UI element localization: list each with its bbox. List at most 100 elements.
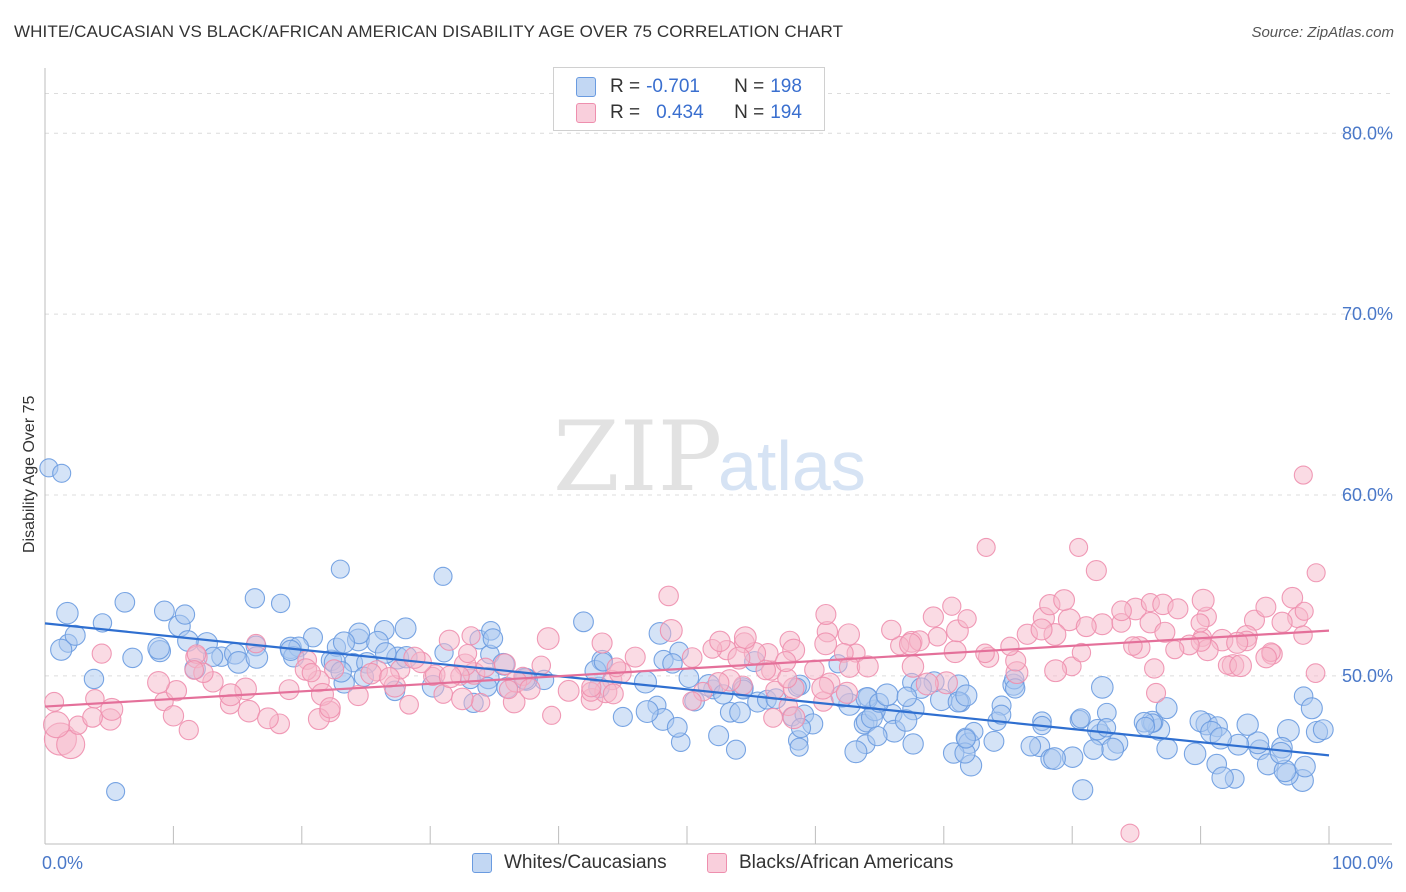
- data-point: [682, 691, 702, 711]
- data-point: [709, 630, 731, 653]
- y-tick-labels: 50.0% 60.0% 70.0% 80.0%: [1342, 123, 1393, 686]
- data-point: [815, 603, 837, 626]
- data-point: [666, 716, 688, 738]
- data-point: [1312, 719, 1334, 741]
- data-point: [1155, 697, 1178, 720]
- data-point: [557, 679, 580, 702]
- data-point: [1255, 646, 1277, 669]
- data-point: [811, 676, 835, 700]
- data-point: [178, 719, 199, 741]
- data-point: [881, 619, 902, 641]
- data-point: [64, 624, 86, 646]
- data-point: [782, 706, 806, 730]
- data-point: [438, 665, 462, 689]
- blacks-n-value: 194: [770, 102, 802, 123]
- data-point: [122, 647, 143, 669]
- data-point: [934, 671, 958, 695]
- chart-source: Source: ZipAtlas.com: [1251, 24, 1394, 41]
- data-point: [323, 659, 345, 680]
- data-point: [451, 687, 474, 711]
- data-point: [56, 601, 79, 625]
- data-point: [50, 638, 73, 661]
- data-point: [301, 662, 321, 683]
- data-point: [1083, 739, 1104, 760]
- data-point: [458, 643, 478, 664]
- data-point: [1255, 596, 1277, 618]
- data-point: [52, 463, 72, 483]
- data-point: [1043, 747, 1066, 770]
- data-point: [633, 670, 658, 694]
- watermark-atlas: atlas: [718, 427, 866, 505]
- data-point: [347, 684, 369, 707]
- data-point: [835, 681, 859, 704]
- y-tick-label: 70.0%: [1342, 304, 1393, 324]
- data-point: [922, 606, 944, 628]
- data-point: [1111, 600, 1132, 622]
- data-point: [1156, 737, 1178, 760]
- data-point: [1236, 713, 1259, 736]
- data-point: [257, 707, 279, 730]
- data-point: [438, 629, 460, 651]
- blacks-n-label: N =: [734, 102, 765, 123]
- data-point: [519, 678, 541, 700]
- legend-blacks-swatch: [707, 853, 727, 873]
- data-point: [708, 725, 730, 747]
- data-point: [542, 705, 562, 725]
- data-point: [1294, 601, 1314, 621]
- data-point: [237, 699, 261, 723]
- y-tick-label: 60.0%: [1342, 485, 1393, 505]
- data-point: [942, 596, 962, 616]
- data-point: [899, 632, 922, 656]
- data-point: [1135, 716, 1156, 737]
- y-tick-label: 50.0%: [1342, 666, 1393, 686]
- data-point: [1075, 616, 1097, 638]
- data-point: [1000, 636, 1020, 656]
- data-point: [1020, 735, 1042, 757]
- data-point: [707, 671, 730, 694]
- data-point: [1191, 588, 1215, 612]
- data-point: [1281, 586, 1304, 609]
- data-point: [44, 691, 65, 712]
- data-point: [147, 637, 170, 660]
- data-point: [678, 667, 700, 689]
- data-point: [91, 643, 112, 664]
- data-point: [147, 671, 170, 694]
- data-point: [1069, 537, 1089, 557]
- data-point: [82, 706, 103, 728]
- data-point: [896, 686, 918, 708]
- data-point: [763, 707, 783, 728]
- whites-r-value: -0.701: [646, 76, 700, 97]
- data-point: [867, 725, 888, 747]
- data-point: [1030, 618, 1053, 641]
- data-point: [92, 613, 113, 633]
- data-point: [1293, 625, 1313, 645]
- whites-n-label: N =: [734, 76, 765, 97]
- data-point: [403, 646, 426, 669]
- data-point: [573, 611, 594, 633]
- data-point: [956, 728, 976, 749]
- data-point: [976, 537, 996, 557]
- data-point: [244, 588, 266, 609]
- legend-item-blacks: Blacks/African Americans: [707, 852, 953, 874]
- data-point: [1269, 741, 1293, 765]
- grid: [45, 93, 1392, 677]
- data-point: [106, 782, 126, 802]
- data-point: [1145, 682, 1167, 704]
- data-point: [1305, 663, 1326, 684]
- data-point: [1183, 742, 1207, 766]
- data-point: [789, 737, 809, 757]
- data-point: [360, 662, 382, 685]
- stats-legend: R = -0.701 N = 198 R = 0.434 N = 194: [553, 67, 825, 131]
- data-point: [733, 626, 757, 649]
- data-point: [433, 566, 453, 586]
- data-point: [581, 677, 602, 698]
- legend-item-whites: Whites/Caucasians: [472, 852, 667, 874]
- data-point: [927, 626, 948, 647]
- data-point: [602, 683, 624, 705]
- data-point: [394, 617, 417, 640]
- data-point: [1144, 658, 1165, 679]
- data-point: [915, 672, 939, 696]
- data-point: [1211, 766, 1234, 790]
- data-point: [612, 706, 633, 728]
